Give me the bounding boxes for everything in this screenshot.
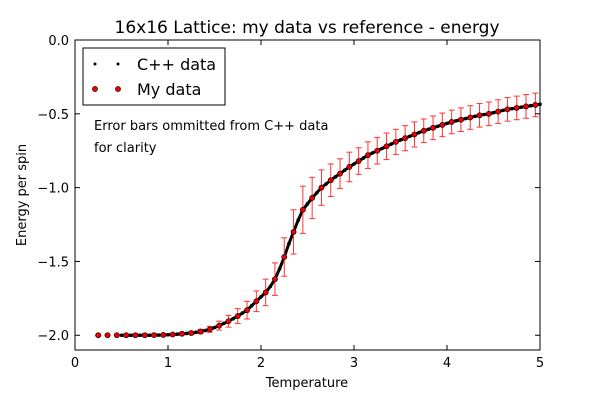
my-data-point (439, 121, 446, 128)
annotation-line-2: for clarity (94, 141, 157, 156)
my-data-point (188, 330, 195, 336)
my-data-point (281, 254, 288, 260)
my-data-point (327, 177, 334, 184)
y-tick-label: −0.5 (37, 108, 69, 123)
my-data-point (216, 322, 223, 329)
my-data-point (160, 332, 167, 338)
x-tick-label: 4 (443, 356, 451, 371)
legend-label-cpp: C++ data (137, 55, 216, 74)
legend-marker-cpp (93, 62, 97, 66)
my-data-point (411, 131, 418, 138)
y-axis-label: Energy per spin (15, 144, 30, 246)
my-data-point (346, 164, 353, 170)
my-data-point (123, 332, 130, 339)
my-data-point (318, 184, 325, 191)
my-data-point (392, 138, 399, 145)
legend-label-mine: My data (137, 80, 201, 99)
my-data-point (430, 124, 436, 131)
my-data-point (467, 114, 474, 121)
my-data-point (532, 102, 539, 108)
my-data-point (132, 332, 139, 339)
my-data-point (290, 229, 297, 235)
my-data-point (104, 332, 111, 339)
annotation-line-1: Error bars ommitted from C++ data (94, 119, 328, 134)
x-tick-label: 3 (350, 356, 358, 371)
legend: C++ data My data (82, 47, 226, 106)
my-data-point (299, 206, 306, 213)
legend-box (82, 47, 226, 106)
x-tick-label: 5 (536, 356, 544, 371)
my-data-point (402, 135, 409, 142)
my-data-point (225, 318, 232, 325)
y-tick-label: −1.0 (37, 182, 69, 197)
y-tick-label: −2.0 (37, 329, 69, 344)
my-data-point (383, 143, 390, 150)
my-data-point (485, 110, 492, 117)
my-data-point (476, 112, 483, 119)
my-data-point (495, 108, 502, 115)
my-data-point (95, 332, 102, 339)
my-data-point (420, 127, 427, 134)
my-data-point (151, 332, 157, 338)
legend-marker-cpp (116, 62, 120, 66)
y-tick-label: 0.0 (48, 34, 69, 49)
chart-title: 16x16 Lattice: my data vs reference - en… (115, 18, 500, 38)
my-data-point (448, 119, 455, 125)
y-tick-label: −1.5 (37, 255, 69, 270)
my-data-point (337, 170, 343, 177)
my-data-point (244, 307, 250, 314)
my-data-point (523, 103, 529, 110)
x-tick-label: 2 (257, 356, 265, 371)
my-data-point (272, 276, 278, 283)
my-data-point (253, 298, 260, 305)
my-data-point (458, 116, 464, 123)
my-data-point (374, 147, 381, 154)
my-data-point (206, 326, 213, 333)
x-axis-label: Temperature (265, 376, 348, 391)
my-data-point (113, 332, 120, 339)
x-tick-label: 1 (164, 356, 172, 371)
my-data-point (262, 289, 269, 296)
my-data-point (141, 332, 148, 339)
my-data-point (197, 328, 204, 335)
my-data-point (504, 106, 511, 113)
my-data-point (365, 152, 371, 159)
legend-marker-mine (115, 86, 121, 92)
my-data-point (309, 195, 316, 201)
my-data-point (234, 313, 241, 319)
my-data-point (513, 105, 520, 111)
my-data-point (179, 330, 185, 337)
my-data-point (355, 158, 362, 164)
legend-marker-mine (92, 86, 98, 92)
my-data-point (169, 331, 176, 338)
x-tick-label: 0 (71, 356, 79, 371)
plot-frame (74, 39, 541, 351)
